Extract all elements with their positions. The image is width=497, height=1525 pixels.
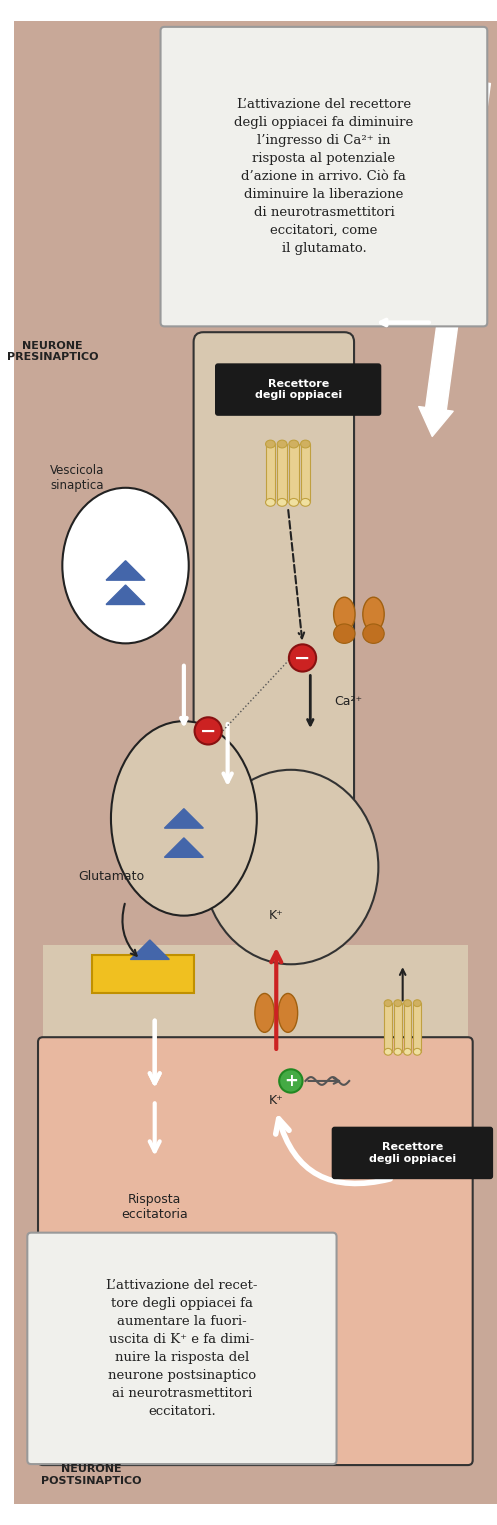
Ellipse shape	[255, 993, 274, 1032]
Text: K⁺: K⁺	[269, 909, 284, 923]
FancyBboxPatch shape	[331, 1127, 493, 1179]
Text: Recettore
degli oppiacei: Recettore degli oppiacei	[369, 1142, 456, 1164]
Ellipse shape	[404, 1048, 412, 1055]
FancyBboxPatch shape	[194, 332, 354, 808]
Circle shape	[279, 1069, 303, 1092]
Circle shape	[289, 645, 316, 671]
Ellipse shape	[394, 1048, 402, 1055]
Ellipse shape	[289, 441, 299, 448]
Circle shape	[195, 717, 222, 744]
Ellipse shape	[414, 1000, 421, 1007]
Ellipse shape	[384, 1048, 392, 1055]
Ellipse shape	[278, 993, 298, 1032]
Bar	[394, 1003, 402, 1052]
Text: NEURONE
PRESINAPTICO: NEURONE PRESINAPTICO	[7, 342, 98, 363]
Text: −: −	[294, 648, 311, 668]
Bar	[277, 444, 287, 502]
FancyBboxPatch shape	[38, 1037, 473, 1466]
Bar	[43, 946, 468, 1042]
Ellipse shape	[111, 721, 257, 915]
Text: Ca²⁺: Ca²⁺	[334, 695, 363, 708]
Bar	[384, 1003, 392, 1052]
Ellipse shape	[277, 441, 287, 448]
Ellipse shape	[62, 488, 189, 644]
Text: L’attivazione del recet-
tore degli oppiacei fa
aumentare la fuori-
uscita di K⁺: L’attivazione del recet- tore degli oppi…	[106, 1279, 257, 1418]
Text: L’attivazione del recettore
degli oppiacei fa diminuire
l’ingresso di Ca²⁺ in
ri: L’attivazione del recettore degli oppiac…	[234, 98, 414, 255]
Ellipse shape	[203, 770, 378, 964]
Bar	[414, 1003, 421, 1052]
Text: −: −	[200, 721, 216, 741]
FancyBboxPatch shape	[161, 27, 487, 326]
Ellipse shape	[414, 1048, 421, 1055]
Polygon shape	[130, 939, 169, 959]
Ellipse shape	[384, 1000, 392, 1007]
Ellipse shape	[265, 441, 275, 448]
Bar	[265, 444, 275, 502]
Text: Glutamato: Glutamato	[78, 871, 144, 883]
Ellipse shape	[394, 1000, 402, 1007]
Ellipse shape	[277, 499, 287, 506]
Ellipse shape	[301, 441, 310, 448]
Ellipse shape	[289, 499, 299, 506]
FancyBboxPatch shape	[215, 363, 381, 416]
Text: +: +	[284, 1072, 298, 1090]
Text: Vescicola
sinaptica: Vescicola sinaptica	[50, 464, 104, 493]
FancyBboxPatch shape	[27, 1232, 336, 1464]
Ellipse shape	[404, 1000, 412, 1007]
Ellipse shape	[265, 499, 275, 506]
Ellipse shape	[363, 624, 384, 644]
Polygon shape	[91, 955, 194, 993]
Bar	[289, 444, 299, 502]
Ellipse shape	[333, 624, 355, 644]
Polygon shape	[165, 837, 203, 857]
Bar	[404, 1003, 412, 1052]
Polygon shape	[106, 586, 145, 604]
Polygon shape	[165, 808, 203, 828]
Ellipse shape	[301, 499, 310, 506]
Ellipse shape	[363, 598, 384, 631]
Polygon shape	[106, 561, 145, 580]
Text: Recettore
degli oppiacei: Recettore degli oppiacei	[254, 378, 342, 401]
FancyArrowPatch shape	[419, 81, 491, 436]
Text: K⁺: K⁺	[269, 1093, 284, 1107]
Bar	[301, 444, 310, 502]
Text: NEURONE
POSTSINAPTICO: NEURONE POSTSINAPTICO	[41, 1464, 142, 1485]
Ellipse shape	[333, 598, 355, 631]
Text: Risposta
eccitatoria: Risposta eccitatoria	[121, 1194, 188, 1222]
